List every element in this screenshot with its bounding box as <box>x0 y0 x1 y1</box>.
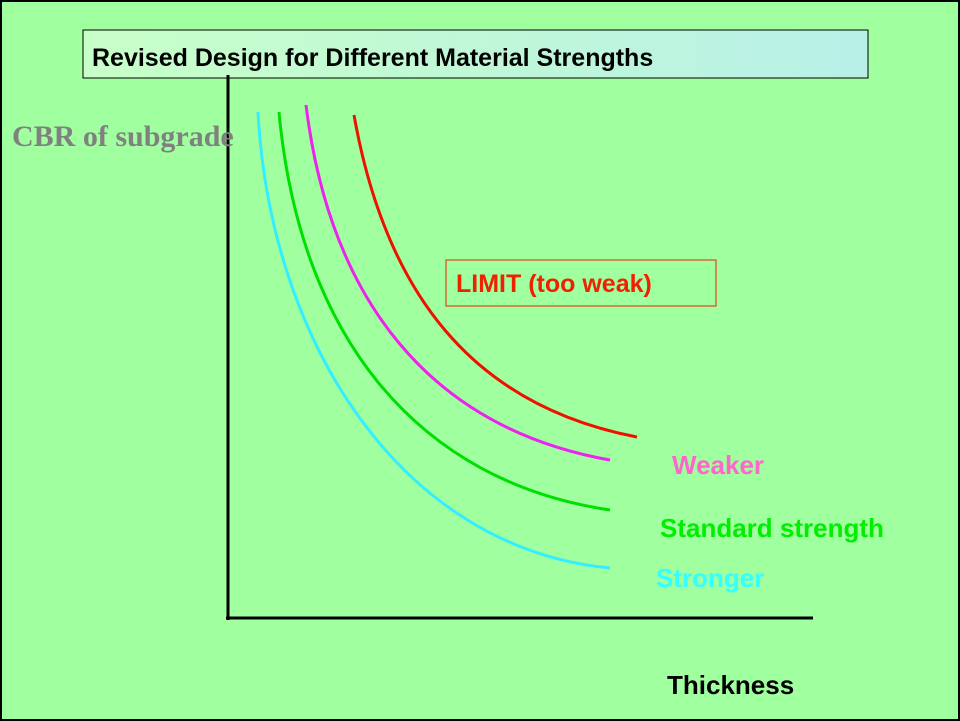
curve-limit <box>352 114 638 439</box>
x-axis-label: Thickness <box>667 670 794 700</box>
standard-label: Standard strength <box>660 513 884 543</box>
stronger-label: Stronger <box>656 563 764 593</box>
title: Revised Design for Different Material St… <box>92 44 653 72</box>
limit-label: LIMIT (too weak) <box>456 270 652 298</box>
curve-weaker <box>304 104 611 462</box>
limit-box <box>445 259 717 307</box>
curve-standard <box>277 111 611 512</box>
curve-stronger <box>256 111 611 570</box>
weaker-label: Weaker <box>672 450 764 480</box>
title-box <box>82 29 869 79</box>
y-axis-label: CBR of subgrade <box>12 120 234 153</box>
